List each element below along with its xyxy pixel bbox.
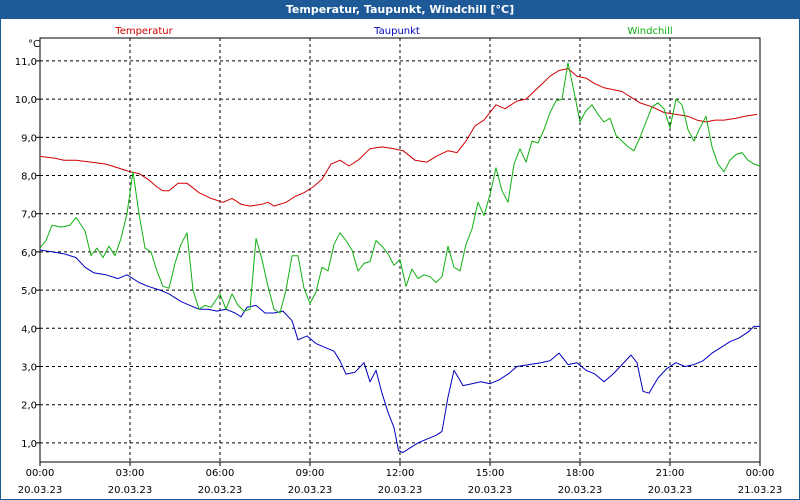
y-tick-label: 5,0 — [21, 286, 37, 297]
y-tick-label: 3,0 — [21, 363, 37, 374]
x-tick-date: 20.03.23 — [108, 485, 153, 496]
x-tick-date: 20.03.23 — [18, 485, 63, 496]
y-tick-label: 6,0 — [21, 248, 37, 259]
x-tick-date: 20.03.23 — [558, 485, 603, 496]
x-tick-time: 12:00 — [386, 468, 415, 479]
x-tick-time: 15:00 — [476, 468, 505, 479]
y-tick-label: 10,0 — [15, 95, 37, 106]
series-line-windchill — [39, 62, 761, 314]
y-tick-label: 1,0 — [21, 439, 37, 450]
x-tick-time: 06:00 — [206, 468, 235, 479]
x-tick-time: 00:00 — [26, 468, 55, 479]
x-tick-time: 09:00 — [296, 468, 325, 479]
series-line-taupunkt — [39, 249, 760, 453]
x-tick-time: 18:00 — [566, 468, 595, 479]
x-tick-date: 20.03.23 — [288, 485, 333, 496]
series-line-temperatur — [39, 68, 758, 207]
y-tick-label: 8,0 — [21, 172, 37, 183]
legend-temperatur: Temperatur — [114, 26, 173, 37]
x-tick-time: 03:00 — [116, 468, 145, 479]
x-tick-date: 21.03.23 — [738, 485, 783, 496]
x-tick-date: 20.03.23 — [378, 485, 423, 496]
x-tick-date: 20.03.23 — [648, 485, 693, 496]
x-tick-date: 20.03.23 — [198, 485, 243, 496]
y-tick-label: 11,0 — [15, 57, 37, 68]
x-tick-date: 20.03.23 — [468, 485, 513, 496]
y-tick-label: 2,0 — [21, 401, 37, 412]
legend-taupunkt: Taupunkt — [373, 26, 420, 37]
x-tick-time: 21:00 — [656, 468, 685, 479]
legend-windchill: Windchill — [627, 26, 672, 37]
y-tick-label: 9,0 — [21, 133, 37, 144]
y-tick-label: 7,0 — [21, 210, 37, 221]
y-axis-unit: °C — [28, 39, 40, 50]
chart-title: Temperatur, Taupunkt, Windchill [°C] — [1, 1, 799, 19]
y-tick-label: 4,0 — [21, 324, 37, 335]
x-tick-time: 00:00 — [746, 468, 775, 479]
